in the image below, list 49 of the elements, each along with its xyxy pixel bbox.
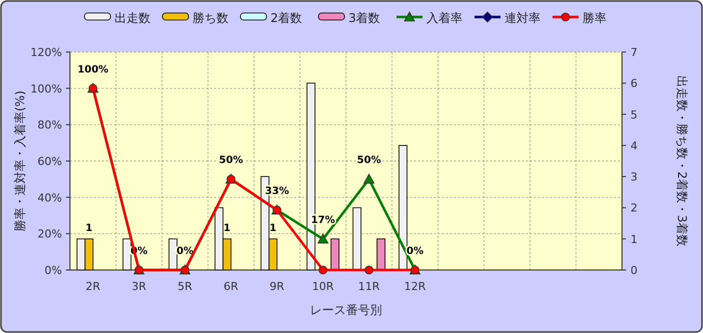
- y-tick-label: 100%: [30, 82, 62, 96]
- x-tick-label: 2R: [86, 280, 101, 293]
- x-tick-label: 9R: [270, 280, 285, 293]
- data-label: 1: [270, 222, 277, 234]
- y-axis-title: 勝率・連対率・入着率(%): [13, 90, 27, 232]
- x-tick-label: 5R: [178, 280, 193, 293]
- y-tick-label: 0%: [44, 264, 62, 277]
- legend-label: 3着数: [348, 11, 380, 25]
- point: [364, 174, 374, 184]
- data-label: 50%: [357, 155, 381, 166]
- bar: [352, 207, 362, 270]
- y-tick-label: 20%: [38, 228, 62, 241]
- y2-tick-label: 1: [630, 232, 638, 246]
- legend-label: 勝率: [582, 11, 606, 25]
- data-label: 100%: [78, 64, 108, 76]
- x-tick-label: 10R: [312, 280, 334, 293]
- bar: [376, 238, 386, 270]
- y2-tick-label: 6: [630, 77, 638, 90]
- legend-label: 勝ち数: [192, 11, 228, 25]
- y-tick-label: 40%: [38, 191, 62, 204]
- y-tick-label: 60%: [38, 155, 62, 168]
- bar: [168, 238, 178, 270]
- y2-tick-label: 2: [630, 202, 638, 215]
- legend-label: 2着数: [270, 11, 302, 25]
- data-label: 1: [224, 222, 231, 234]
- x-tick-label: 6R: [224, 280, 239, 293]
- data-label: 50%: [219, 155, 243, 166]
- x-tick-label: 3R: [132, 280, 147, 293]
- y2-tick-label: 7: [630, 46, 638, 59]
- legend-label: 連対率: [504, 11, 540, 25]
- legend-label: 入着率: [426, 11, 462, 25]
- y2-tick-label: 5: [630, 108, 638, 122]
- x-axis-title: レース番号別: [310, 303, 382, 317]
- y2-axis-title: 出走数・勝ち数・2着数・3着数: [675, 75, 689, 247]
- y-tick-label: 120%: [30, 46, 62, 59]
- y2-tick-label: 4: [630, 139, 638, 152]
- y-tick-label: 80%: [38, 118, 62, 132]
- y2-tick-label: 3: [630, 170, 638, 184]
- point: [318, 234, 328, 244]
- bar: [398, 145, 408, 270]
- bar: [330, 238, 340, 270]
- point: [318, 266, 328, 274]
- x-tick-label: 11R: [358, 280, 380, 293]
- data-label: 1: [86, 222, 93, 234]
- point: [364, 266, 374, 274]
- legend-label: 出走数: [114, 11, 150, 25]
- bar: [122, 238, 132, 270]
- x-tick-label: 12R: [404, 280, 426, 293]
- y2-tick-label: 0: [630, 264, 638, 277]
